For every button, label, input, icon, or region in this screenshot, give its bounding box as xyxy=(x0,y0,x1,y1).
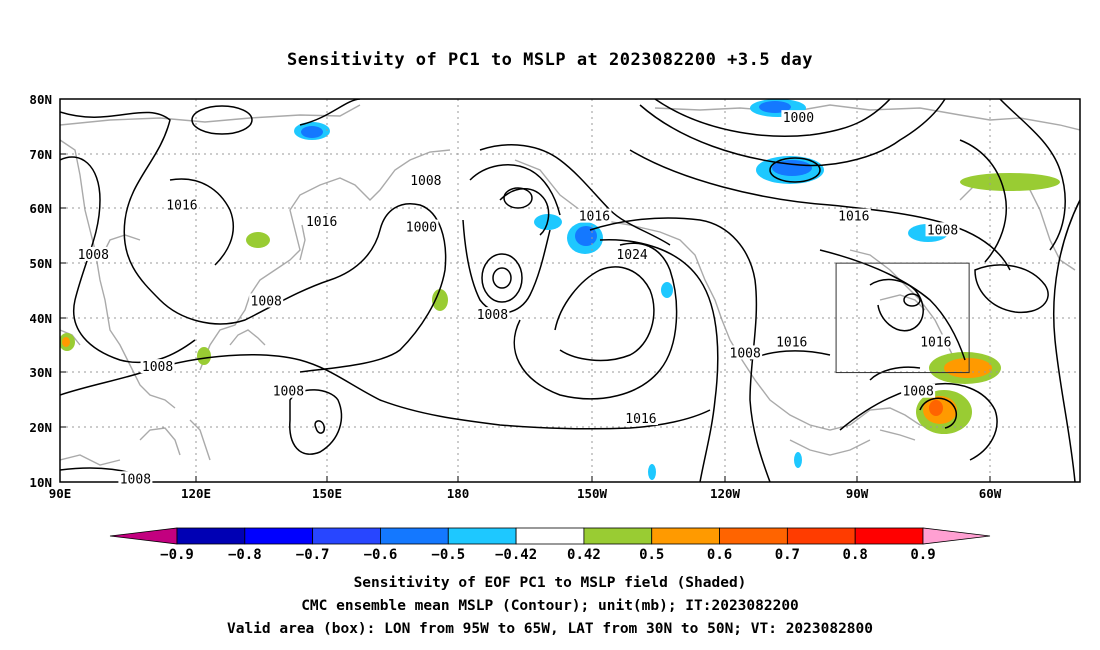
lat-tick-label: 70N xyxy=(29,147,52,162)
colorbar-label: −0.8 xyxy=(228,547,262,563)
lat-tick-label: 40N xyxy=(29,311,52,326)
isobar-label-bg xyxy=(249,293,284,308)
isobar-label-bg xyxy=(623,411,658,426)
isobar-label: 1008 xyxy=(730,346,761,361)
colorbar-end-low xyxy=(109,527,178,545)
lat-lon-grid xyxy=(60,99,1080,482)
lat-tick-label: 30N xyxy=(29,365,52,380)
chart-title: Sensitivity of PC1 to MSLP at 2023082200… xyxy=(286,50,813,70)
colorbar-label: 0.42 xyxy=(567,547,601,563)
isobar-label-bg xyxy=(781,110,816,125)
colorbar-bin xyxy=(651,527,720,545)
lon-tick-label: 150W xyxy=(577,486,608,501)
colorbar-bin xyxy=(447,527,517,545)
isobar-label: 1016 xyxy=(625,412,656,427)
caption-line-3: Valid area (box): LON from 95W to 65W, L… xyxy=(226,621,873,637)
lat-tick-label: 10N xyxy=(29,475,52,490)
colorbar-label: −0.7 xyxy=(296,547,330,563)
colorbar-label: −0.42 xyxy=(495,547,537,563)
lon-tick-label: 90E xyxy=(49,486,72,501)
colorbar-label: 0.5 xyxy=(639,547,664,563)
isobar-label: 1016 xyxy=(306,215,337,230)
isobar-label: 1024 xyxy=(616,248,647,263)
isobar-label: 1000 xyxy=(406,221,437,236)
colorbar-bin xyxy=(312,527,381,545)
isobar-label-bg xyxy=(164,197,199,212)
isobar-label-bg xyxy=(404,219,439,234)
isobar-label: 1008 xyxy=(927,223,958,238)
isobar-label: 1016 xyxy=(166,199,197,214)
isobar-label: 1016 xyxy=(838,210,869,225)
isobar-label: 1016 xyxy=(920,335,951,350)
sensitivity-shading xyxy=(60,99,1060,480)
lon-tick-label: 180 xyxy=(447,486,470,501)
isobar-label-bg xyxy=(475,307,510,322)
caption-line-1: Sensitivity of EOF PC1 to MSLP field (Sh… xyxy=(353,575,747,591)
colorbar-label: 0.8 xyxy=(843,547,868,563)
longitude-labels: 90E 120E 150E 180 150W 120W 90W 60W xyxy=(49,486,1002,501)
lon-tick-label: 90W xyxy=(846,486,869,501)
colorbar-bin xyxy=(583,527,653,545)
isobar-label: 1008 xyxy=(902,385,933,400)
valid-area-box xyxy=(835,262,970,374)
colorbar-bin xyxy=(176,527,246,545)
colorbar-bin xyxy=(244,527,314,545)
isobar-label: 1008 xyxy=(251,294,282,309)
latitude-labels: 80N 70N 60N 50N 40N 30N 20N 10N xyxy=(29,92,52,490)
colorbar-bin xyxy=(854,527,924,545)
isobar-label: 1016 xyxy=(579,210,610,225)
isobar-label: 1008 xyxy=(142,360,173,375)
colorbar-bin xyxy=(719,527,788,545)
lon-tick-label: 60W xyxy=(979,486,1002,501)
isobar-label: 1016 xyxy=(776,335,807,350)
isobar-label-bg xyxy=(76,246,111,261)
isobar-label-bg xyxy=(901,383,936,398)
lon-tick-label: 120W xyxy=(710,486,741,501)
isobar-label: 1008 xyxy=(477,308,508,323)
colorbar-label: 0.9 xyxy=(910,547,935,563)
lat-tick-label: 80N xyxy=(29,92,52,107)
isobar-label-bg xyxy=(774,334,809,349)
isobar-label: 1008 xyxy=(410,174,441,189)
colorbar-label: −0.9 xyxy=(160,547,194,563)
colorbar-labels: −0.9 −0.8 −0.7 −0.6 −0.5 −0.42 0.42 0.5 0.6 0.7 0.… xyxy=(160,547,936,563)
lat-tick-label: 20N xyxy=(29,420,52,435)
isobar-label-bg xyxy=(140,359,175,374)
isobar-labels: 1008 1016 1008 1000 1016 1016 1024 1008 1008 1008… xyxy=(76,110,960,487)
isobar-label-bg xyxy=(918,334,953,349)
colorbar-bin xyxy=(786,527,856,545)
isobar-label: 1000 xyxy=(783,111,814,126)
isobar-label: 1008 xyxy=(273,385,304,400)
colorbar xyxy=(109,527,991,545)
lon-tick-label: 120E xyxy=(181,486,211,501)
frame-ticks xyxy=(60,153,991,482)
isobar-label-bg xyxy=(925,222,960,237)
colorbar-label: 0.7 xyxy=(775,547,800,563)
isobar-label-bg xyxy=(728,345,763,360)
lon-tick-label: 150E xyxy=(312,486,342,501)
colorbar-bin xyxy=(515,527,585,545)
isobar-label-bg xyxy=(304,214,339,229)
caption-line-2: CMC ensemble mean MSLP (Contour); unit(m… xyxy=(301,598,799,614)
isobar-label-bg xyxy=(836,208,871,223)
map-frame xyxy=(59,98,1081,483)
colorbar-end-high xyxy=(922,527,991,545)
colorbar-label: −0.6 xyxy=(364,547,398,563)
isobar-label-bg xyxy=(118,471,153,486)
isobar-label: 1008 xyxy=(78,248,109,263)
lat-tick-label: 50N xyxy=(29,256,52,271)
isobar-label-bg xyxy=(408,173,443,188)
isobar-label: 1008 xyxy=(120,472,151,487)
isobar-label-bg xyxy=(615,246,650,261)
isobar-label-bg xyxy=(271,383,306,398)
isobar-label-bg xyxy=(577,208,612,223)
colorbar-bin xyxy=(380,527,449,545)
mslp-contours xyxy=(60,99,1080,482)
colorbar-label: −0.5 xyxy=(431,547,465,563)
colorbar-label: 0.6 xyxy=(707,547,732,563)
lat-tick-label: 60N xyxy=(29,201,52,216)
